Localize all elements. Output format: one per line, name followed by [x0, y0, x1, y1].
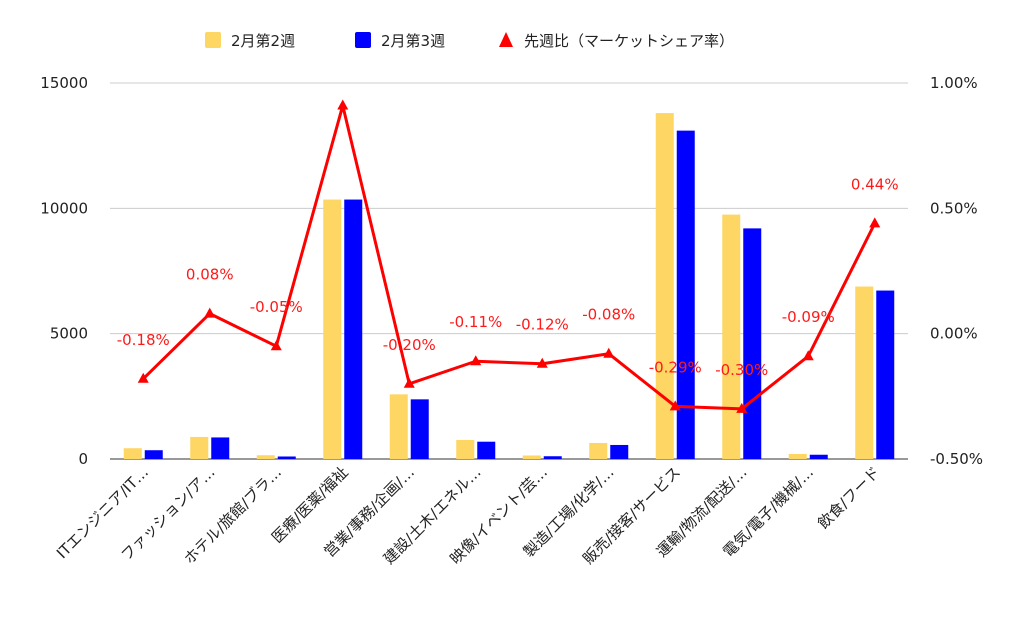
- left-tick-label: 0: [78, 450, 88, 468]
- legend-label: 2月第3週: [381, 32, 445, 50]
- left-tick-label: 15000: [40, 74, 88, 92]
- bars: [123, 113, 895, 460]
- bar-week2: [855, 286, 874, 459]
- right-tick-label: 1.00%: [930, 74, 978, 92]
- data-label: 0.44%: [851, 175, 899, 193]
- bar-week3: [676, 130, 695, 460]
- bar-week3: [743, 228, 762, 459]
- bar-week3: [211, 437, 230, 459]
- data-label: -0.09%: [782, 308, 835, 326]
- line-point-marker: [869, 217, 881, 228]
- data-label: -0.20%: [383, 336, 436, 354]
- data-label: -0.12%: [516, 316, 569, 334]
- bar-week2: [123, 448, 142, 459]
- data-label: -0.05%: [250, 298, 303, 316]
- line-point-marker: [337, 99, 349, 110]
- line-point-marker: [536, 357, 548, 368]
- left-axis: 0 5000 10000 15000: [40, 74, 88, 468]
- data-label: -0.29%: [649, 358, 702, 376]
- point-labels: -0.18% 0.08% -0.05% -0.20% -0.11% -0.12% -0.08…: [117, 175, 899, 378]
- right-tick-label: 0.50%: [930, 199, 978, 217]
- legend-label: 先週比（マーケットシェア率）: [524, 32, 734, 50]
- right-tick-label: 0.00%: [930, 325, 978, 343]
- left-tick-label: 5000: [50, 325, 88, 343]
- line-series: [137, 99, 881, 413]
- line-point-marker: [603, 347, 615, 358]
- bar-week3: [610, 444, 629, 459]
- legend-swatch-line: [499, 32, 513, 47]
- data-label: -0.11%: [449, 313, 502, 331]
- bar-week3: [277, 456, 296, 459]
- bar-week3: [543, 456, 562, 459]
- bar-week2: [323, 199, 342, 459]
- legend-label: 2月第2週: [231, 32, 295, 50]
- left-tick-label: 10000: [40, 199, 88, 217]
- bar-week2: [589, 442, 608, 459]
- right-axis: -0.50% 0.00% 0.50% 1.00%: [930, 74, 983, 468]
- line-point-marker: [204, 307, 216, 318]
- data-label: -0.30%: [715, 361, 768, 379]
- legend-swatch-week3: [355, 32, 371, 48]
- line-point-marker: [669, 400, 681, 411]
- bar-week2: [389, 394, 408, 459]
- bar-week3: [344, 199, 363, 459]
- line-point-marker: [137, 372, 149, 383]
- data-label: 0.08%: [186, 266, 234, 284]
- bar-week3: [410, 399, 429, 459]
- bar-week2: [256, 455, 275, 459]
- bar-week2: [722, 214, 741, 459]
- bar-week3: [876, 290, 895, 459]
- line-point-marker: [802, 350, 814, 361]
- bar-week2: [655, 113, 674, 459]
- data-label: -0.08%: [582, 306, 635, 324]
- bar-week3: [144, 450, 163, 459]
- bar-week3: [477, 441, 496, 459]
- bar-week2: [456, 439, 475, 459]
- category-labels: ITエンジニア/IT…ファッション/ア…ホテル/旅館/ブラ…医療/医薬/福祉営業…: [53, 463, 884, 568]
- line-point-marker: [736, 402, 748, 413]
- bar-week3: [809, 454, 828, 459]
- line-point-marker: [403, 377, 415, 388]
- gridlines: [110, 82, 908, 460]
- right-tick-label: -0.50%: [930, 450, 983, 468]
- bar-week2: [190, 436, 209, 459]
- line-path: [142, 104, 877, 411]
- legend: 2月第2週 2月第3週 先週比（マーケットシェア率）: [205, 32, 734, 50]
- category-label: 飲食/フード: [814, 463, 883, 532]
- line-point-marker: [470, 355, 482, 366]
- data-label: -0.18%: [117, 331, 170, 349]
- bar-week2: [788, 453, 807, 459]
- line-point-marker: [270, 340, 282, 351]
- bar-week2: [522, 455, 541, 459]
- legend-swatch-week2: [205, 32, 221, 48]
